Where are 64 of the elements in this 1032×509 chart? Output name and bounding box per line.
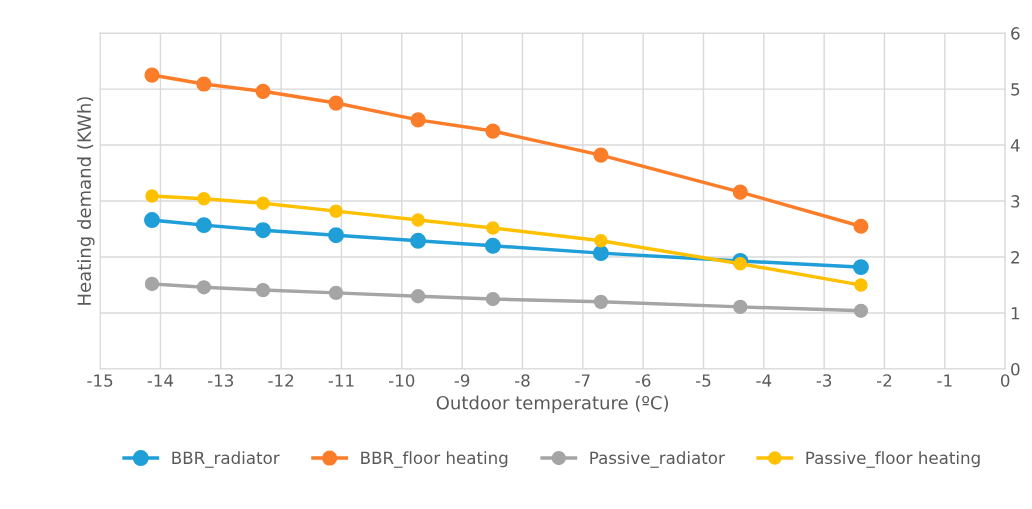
x-axis-title: Outdoor temperature (ºC) [436, 395, 669, 414]
y-tick-label: 0 [1011, 362, 1020, 376]
y-tick-label: 2 [1011, 251, 1019, 264]
x-tick-label: -14 [147, 374, 174, 387]
point [852, 259, 869, 276]
x-tick-label: -7 [575, 374, 590, 387]
point [328, 285, 344, 301]
point [592, 245, 609, 262]
point [411, 213, 425, 227]
x-tick-label: -15 [87, 374, 113, 387]
point [196, 76, 212, 92]
point [593, 147, 609, 163]
point [144, 212, 160, 229]
legend-label: Passive_floor heating [806, 451, 980, 468]
point [485, 291, 501, 307]
x-tick-label: -13 [207, 374, 234, 387]
legend-label: Passive_radiator [590, 451, 725, 468]
point [593, 294, 609, 309]
point [256, 196, 270, 211]
point [196, 280, 212, 295]
point [733, 299, 748, 315]
point [485, 123, 501, 139]
point [853, 218, 869, 234]
y-axis-title: Heating demand (KWh) [77, 97, 95, 305]
point [197, 192, 211, 206]
x-tick-label: -8 [514, 374, 530, 387]
y-tick-label: 1 [1011, 307, 1020, 320]
x-tick-label: -9 [454, 374, 470, 387]
x-tick-label: -4 [756, 374, 772, 387]
x-tick-label: -3 [816, 374, 832, 387]
legend-label: BBR_radiator [172, 451, 280, 468]
point [854, 278, 868, 292]
point [195, 217, 212, 234]
point [328, 95, 344, 111]
point [410, 112, 426, 128]
point [594, 234, 608, 248]
point [484, 237, 501, 254]
y-tick-label: 3 [1011, 195, 1020, 208]
point [145, 189, 159, 203]
point [853, 303, 869, 318]
legend-label: BBR_floor heating [361, 451, 508, 468]
y-tick-label: 4 [1010, 139, 1020, 152]
point [486, 221, 500, 235]
point [255, 282, 271, 298]
x-tick-label: 0 [1000, 374, 1010, 387]
point [329, 204, 343, 218]
x-tick-label: -5 [695, 374, 711, 387]
point [733, 257, 748, 271]
point [410, 289, 426, 304]
x-tick-label: -11 [328, 374, 354, 387]
point [144, 67, 160, 83]
x-tick-label: -6 [635, 374, 651, 387]
x-tick-label: -1 [937, 374, 952, 387]
point [144, 276, 160, 292]
y-tick-label: 6 [1011, 27, 1020, 40]
x-tick-label: -2 [877, 374, 892, 387]
point [410, 232, 427, 249]
x-tick-label: -12 [268, 374, 294, 387]
point [255, 222, 272, 239]
point [328, 227, 345, 244]
point [255, 83, 271, 99]
x-tick-label: -10 [389, 374, 415, 387]
point [732, 184, 748, 200]
y-tick-label: 5 [1011, 83, 1020, 96]
